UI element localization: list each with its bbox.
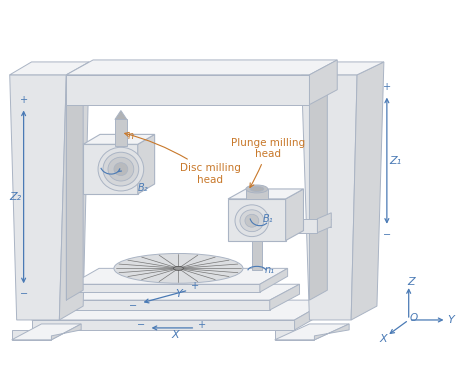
Polygon shape xyxy=(66,85,83,300)
Text: Z: Z xyxy=(407,277,414,287)
Polygon shape xyxy=(32,320,294,330)
Ellipse shape xyxy=(114,163,128,176)
Polygon shape xyxy=(138,134,155,194)
Polygon shape xyxy=(83,144,138,194)
Polygon shape xyxy=(310,85,328,300)
Polygon shape xyxy=(12,330,51,340)
Polygon shape xyxy=(115,111,127,120)
Text: Y: Y xyxy=(447,315,454,325)
Polygon shape xyxy=(10,75,66,320)
Polygon shape xyxy=(318,213,331,232)
Polygon shape xyxy=(294,300,329,330)
Text: −: − xyxy=(383,230,391,239)
Ellipse shape xyxy=(98,147,144,191)
Polygon shape xyxy=(32,300,329,320)
Polygon shape xyxy=(83,134,155,144)
Text: n₁: n₁ xyxy=(265,265,275,275)
Polygon shape xyxy=(286,219,318,232)
Polygon shape xyxy=(71,284,260,292)
Ellipse shape xyxy=(235,205,269,237)
Polygon shape xyxy=(228,199,286,241)
Polygon shape xyxy=(71,268,288,284)
Polygon shape xyxy=(12,324,81,340)
Text: Z₁: Z₁ xyxy=(390,156,402,166)
Polygon shape xyxy=(314,324,349,340)
Text: Y: Y xyxy=(175,289,182,299)
Polygon shape xyxy=(275,324,349,340)
Polygon shape xyxy=(270,284,300,310)
Polygon shape xyxy=(275,330,314,340)
Polygon shape xyxy=(246,189,268,199)
Ellipse shape xyxy=(173,266,183,270)
Polygon shape xyxy=(228,189,303,199)
Polygon shape xyxy=(252,241,262,270)
Text: +: + xyxy=(383,82,391,92)
Text: n: n xyxy=(128,131,134,141)
Text: +: + xyxy=(191,281,200,291)
Text: Z₂: Z₂ xyxy=(9,192,22,202)
Ellipse shape xyxy=(250,186,264,192)
Ellipse shape xyxy=(103,152,139,186)
Polygon shape xyxy=(301,62,384,75)
Polygon shape xyxy=(260,268,288,292)
Text: X: X xyxy=(379,334,387,344)
Polygon shape xyxy=(56,300,270,310)
Polygon shape xyxy=(51,324,81,340)
Text: B₂: B₂ xyxy=(137,183,148,193)
Text: B₁: B₁ xyxy=(263,214,273,224)
Polygon shape xyxy=(56,284,300,300)
Polygon shape xyxy=(286,189,303,241)
Polygon shape xyxy=(351,62,384,320)
Text: O: O xyxy=(410,313,418,323)
Polygon shape xyxy=(66,60,337,75)
Polygon shape xyxy=(10,62,89,75)
Polygon shape xyxy=(301,75,357,320)
Polygon shape xyxy=(310,60,337,104)
Polygon shape xyxy=(66,75,310,104)
Ellipse shape xyxy=(245,214,259,227)
Text: −: − xyxy=(19,289,27,299)
Polygon shape xyxy=(59,62,89,320)
Text: −: − xyxy=(129,301,137,311)
Text: Plunge milling
head: Plunge milling head xyxy=(231,138,305,187)
Text: Disc milling
head: Disc milling head xyxy=(125,132,241,185)
Ellipse shape xyxy=(240,210,264,232)
Ellipse shape xyxy=(114,254,243,283)
Text: −: − xyxy=(137,320,145,330)
Polygon shape xyxy=(115,120,127,146)
Ellipse shape xyxy=(246,185,268,193)
Ellipse shape xyxy=(108,157,134,181)
Text: +: + xyxy=(19,94,27,105)
Text: +: + xyxy=(198,320,206,330)
Text: X: X xyxy=(172,330,179,340)
